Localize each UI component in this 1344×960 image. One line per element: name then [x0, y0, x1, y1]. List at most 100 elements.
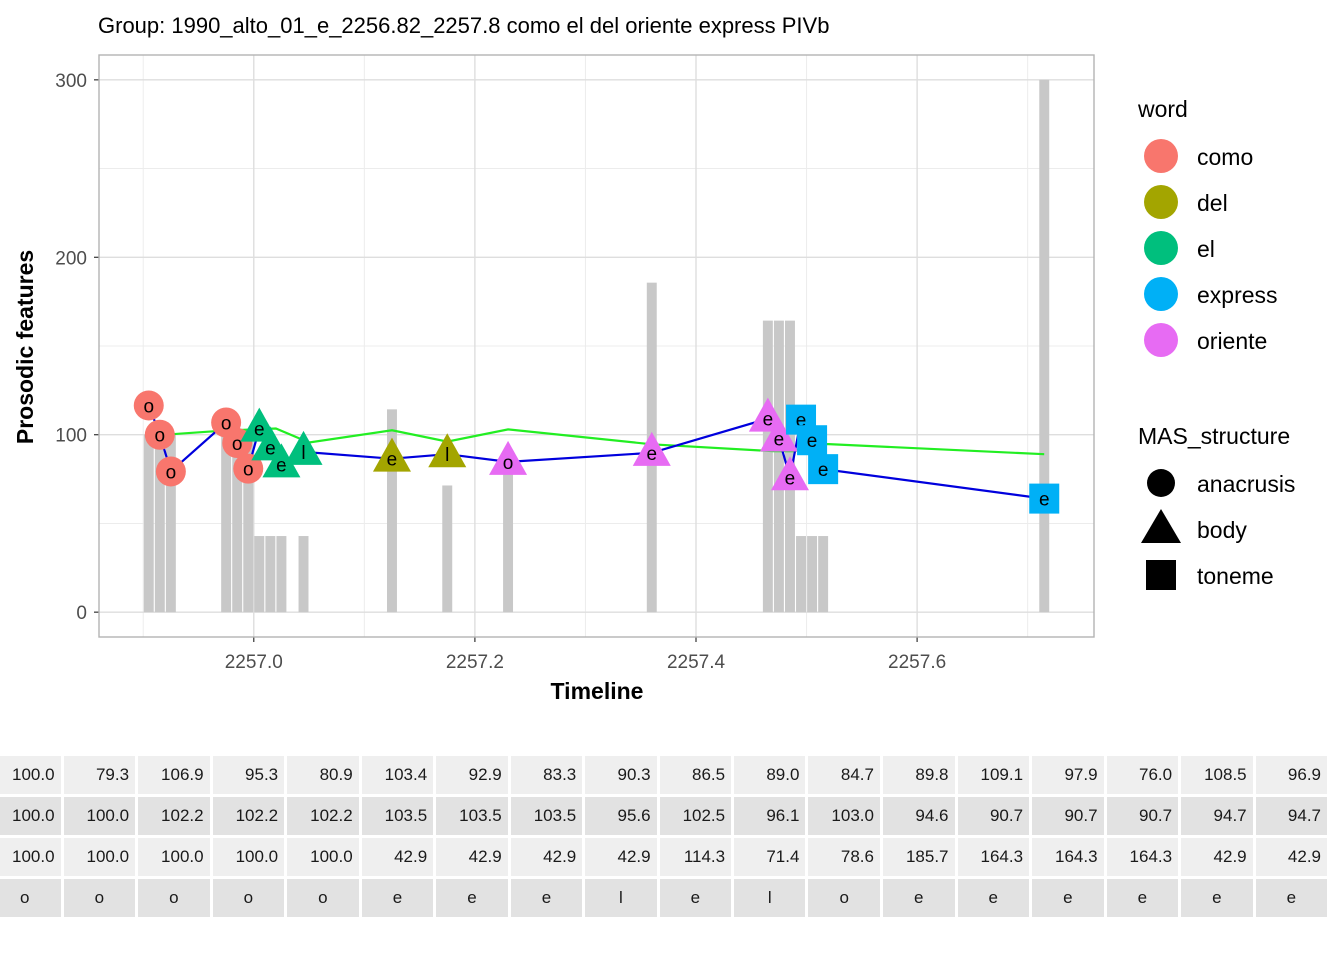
table-cell: 90.3 [585, 756, 657, 794]
table-cell: e [436, 879, 508, 917]
table-cell: 164.3 [1106, 838, 1179, 876]
legend-key-el [1144, 231, 1178, 265]
table-cell: 90.7 [1106, 797, 1179, 835]
table-cell: 103.5 [436, 797, 508, 835]
table-cell: 108.5 [1181, 756, 1253, 794]
data-point-como [155, 456, 186, 487]
bar [386, 409, 397, 613]
table-cell: 100.0 [287, 838, 359, 876]
bar [254, 536, 265, 613]
legend-shape-square [1146, 560, 1176, 590]
point-label: e [785, 468, 796, 489]
x-tick-label: 2257.4 [667, 652, 726, 673]
table-cell: 96.9 [1255, 756, 1327, 794]
bar [243, 434, 254, 613]
table-row: 100.0 100.0 100.0 100.0 100.0 42.9 42.9 42.9 42.… [0, 838, 1327, 876]
point-label: e [646, 444, 657, 465]
data-point-del [428, 433, 467, 468]
x-tick-label: 2257.0 [225, 652, 283, 673]
data-point-como [144, 419, 175, 450]
table-cell: e [1181, 879, 1253, 917]
table-cell: e [1032, 879, 1104, 917]
data-point-express [797, 425, 828, 456]
table-cell: 79.3 [63, 756, 136, 794]
point-label: o [221, 413, 232, 434]
point-label: o [232, 434, 243, 455]
legend-label: toneme [1197, 563, 1274, 589]
bar [165, 434, 176, 613]
table-row: 100.0 100.0 102.2 102.2 102.2 103.5 103.5 103.5… [0, 797, 1327, 835]
data-point-del [372, 437, 411, 472]
table-cell: 95.3 [212, 756, 285, 794]
table-cell: e [882, 879, 955, 917]
legend-label: anacrusis [1197, 471, 1295, 497]
bar [807, 536, 818, 613]
table-cell: 89.0 [734, 756, 806, 794]
table-cell: 100.0 [0, 838, 61, 876]
table-cell: l [734, 879, 806, 917]
legend-key-como [1144, 139, 1178, 173]
chart-title: Group: 1990_alto_01_e_2256.82_2257.8 com… [98, 13, 829, 38]
y-tick-label: 300 [55, 71, 87, 92]
legend: word como del el express oriente MAS_structure… [1137, 96, 1295, 590]
table-cell: 100.0 [0, 797, 61, 835]
legend-word-title: word [1137, 96, 1188, 122]
table-cell: e [659, 879, 732, 917]
data-point-oriente [759, 417, 798, 452]
x-tick-label: 2257.2 [446, 652, 504, 673]
data-point-como [133, 390, 164, 421]
bar [796, 536, 807, 613]
table-cell: 109.1 [957, 756, 1030, 794]
data-point-oriente [770, 456, 809, 491]
table-cell: 102.2 [287, 797, 359, 835]
table-cell: 78.6 [808, 838, 880, 876]
table-cell: 102.2 [212, 797, 285, 835]
table-cell: 103.5 [510, 797, 583, 835]
table-cell: o [138, 879, 210, 917]
table-cell: 83.3 [510, 756, 583, 794]
point-label: e [763, 410, 774, 431]
y-tick-label: 0 [76, 603, 87, 624]
bar [276, 536, 287, 613]
x-axis-label: Timeline [551, 678, 644, 704]
table-cell: 42.9 [585, 838, 657, 876]
table-cell: 42.9 [361, 838, 434, 876]
legend-label: como [1197, 144, 1253, 170]
point-label: e [818, 460, 829, 481]
table-cell: 76.0 [1106, 756, 1179, 794]
bar [503, 472, 514, 613]
y-tick-label: 100 [55, 426, 87, 447]
data-point-el [284, 430, 323, 465]
table-cell: 97.9 [1032, 756, 1104, 794]
table-cell: 100.0 [138, 838, 210, 876]
point-label: l [445, 445, 449, 466]
point-label: e [276, 455, 287, 476]
data-point-express [1029, 483, 1060, 514]
table-cell: 42.9 [1181, 838, 1253, 876]
table-cell: 95.6 [585, 797, 657, 835]
bar [773, 320, 784, 613]
table-cell: o [212, 879, 285, 917]
table-cell: e [957, 879, 1030, 917]
table-cell: 100.0 [0, 756, 61, 794]
table-cell: e [510, 879, 583, 917]
point-label: o [166, 462, 177, 483]
table-cell: l [585, 879, 657, 917]
table-cell: 103.4 [361, 756, 434, 794]
point-label: o [503, 453, 514, 474]
data-table: 100.0 79.3 106.9 95.3 80.9 103.4 92.9 83.3 90.3 8… [0, 753, 1330, 920]
table-cell: e [1106, 879, 1179, 917]
data-point-express [808, 454, 839, 485]
table-cell: 100.0 [63, 797, 136, 835]
table-cell: 103.0 [808, 797, 880, 835]
table-cell: 100.0 [212, 838, 285, 876]
table-cell: 102.2 [138, 797, 210, 835]
bar [143, 434, 154, 613]
prosodic-chart: Group: 1990_alto_01_e_2256.82_2257.8 com… [12, 13, 1295, 704]
bar [298, 536, 309, 613]
table-cell: 42.9 [1255, 838, 1327, 876]
point-label: l [301, 443, 305, 464]
table-cell: 185.7 [882, 838, 955, 876]
point-label: e [774, 429, 785, 450]
table-cell: 164.3 [957, 838, 1030, 876]
